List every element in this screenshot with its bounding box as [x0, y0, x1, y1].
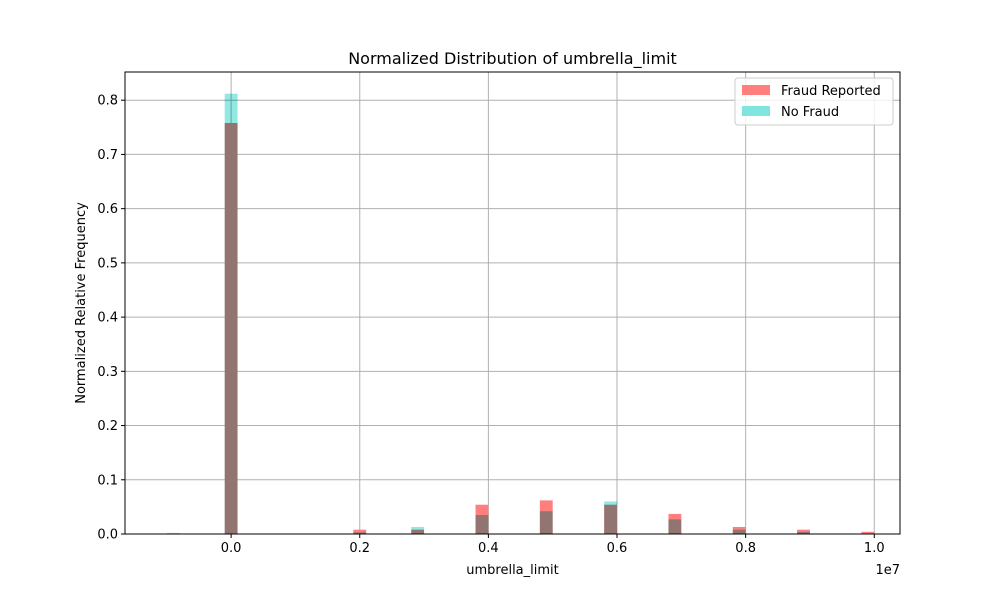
- y-tick-label: 0.3: [97, 365, 118, 380]
- y-tick-label: 0.1: [97, 473, 118, 488]
- axis-ticks: 0.0 0.2 0.4 0.6 0.8 1.0 0.0 0.1 0.2 0.3 0.4 0.5 0.6 0…: [97, 94, 884, 556]
- x-tick-label: 0.4: [478, 541, 499, 556]
- y-tick-label: 0.4: [97, 311, 118, 326]
- y-tick-label: 0.8: [97, 94, 118, 109]
- y-tick-label: 0.7: [97, 148, 118, 163]
- bar-no-fraud: [224, 93, 238, 535]
- bar-no-fraud: [411, 526, 425, 534]
- y-tick-label: 0.0: [97, 528, 118, 543]
- y-tick-label: 0.5: [97, 256, 118, 271]
- legend-label-fraud-reported: Fraud Reported: [781, 84, 881, 99]
- legend-swatch-no-fraud: [742, 106, 770, 116]
- x-tick-label: 0.8: [735, 541, 756, 556]
- legend: Fraud Reported No Fraud: [734, 77, 894, 126]
- grid-lines: [125, 72, 900, 535]
- bar-fraud-reported: [861, 531, 875, 534]
- bars: [166, 93, 875, 535]
- x-tick-label: 0.6: [607, 541, 628, 556]
- bar-no-fraud: [797, 531, 810, 534]
- bar-no-fraud: [732, 529, 746, 534]
- x-tick-label: 0.2: [349, 541, 370, 556]
- bar-no-fraud: [353, 532, 367, 534]
- legend-frame: [734, 77, 894, 126]
- bar-no-fraud: [539, 511, 553, 534]
- y-tick-label: 0.2: [97, 419, 118, 434]
- bar-no-fraud: [166, 532, 180, 534]
- x-axis-offset-label: 1e7: [875, 563, 900, 578]
- x-axis-label: umbrella_limit: [466, 563, 559, 578]
- bar-fraud-reported: [353, 529, 367, 534]
- legend-label-no-fraud: No Fraud: [781, 105, 839, 120]
- legend-swatch-fraud-reported: [742, 85, 770, 95]
- bar-no-fraud: [668, 519, 682, 534]
- bar-no-fraud: [475, 515, 489, 534]
- x-tick-label: 0.0: [221, 541, 242, 556]
- plot-area-frame: [124, 71, 901, 535]
- x-tick-label: 1.0: [864, 541, 885, 556]
- y-axis-label: Normalized Relative Frequency: [74, 202, 89, 404]
- bar-no-fraud: [604, 501, 618, 534]
- chart-title: Normalized Distribution of umbrella_limi…: [348, 49, 677, 69]
- y-tick-label: 0.6: [97, 202, 118, 217]
